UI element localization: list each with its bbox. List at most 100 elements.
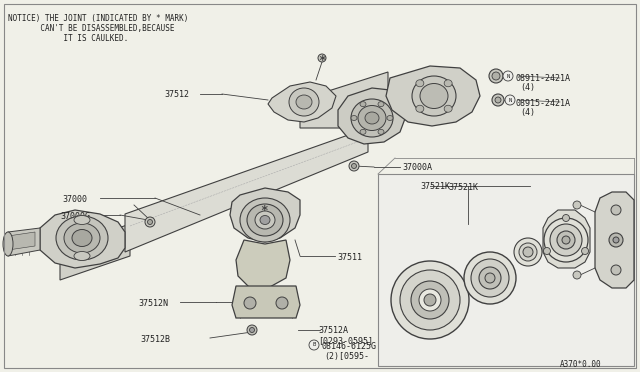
Ellipse shape	[360, 129, 366, 134]
Text: N: N	[508, 97, 511, 103]
Ellipse shape	[244, 297, 256, 309]
Ellipse shape	[495, 97, 501, 103]
Ellipse shape	[360, 102, 366, 107]
Ellipse shape	[505, 95, 515, 105]
Ellipse shape	[289, 88, 319, 116]
Polygon shape	[125, 128, 368, 252]
Text: N: N	[506, 74, 509, 78]
Ellipse shape	[471, 259, 509, 297]
Text: *: *	[260, 203, 268, 217]
Text: 37521K: 37521K	[448, 183, 478, 192]
Ellipse shape	[444, 105, 452, 112]
Text: 08911-2421A: 08911-2421A	[516, 74, 571, 83]
Text: (4): (4)	[520, 108, 535, 117]
Polygon shape	[386, 66, 480, 126]
Polygon shape	[8, 228, 40, 256]
Polygon shape	[60, 224, 130, 280]
Ellipse shape	[582, 247, 589, 254]
Ellipse shape	[611, 265, 621, 275]
Polygon shape	[232, 286, 300, 318]
Ellipse shape	[351, 115, 357, 121]
Polygon shape	[338, 88, 406, 144]
Polygon shape	[300, 72, 388, 128]
Ellipse shape	[247, 204, 283, 236]
Text: 37000: 37000	[62, 195, 87, 204]
Bar	[378, 174, 634, 366]
Text: B: B	[312, 343, 316, 347]
Ellipse shape	[296, 95, 312, 109]
Text: A370*0.00: A370*0.00	[560, 360, 602, 369]
Ellipse shape	[400, 270, 460, 330]
Ellipse shape	[255, 211, 275, 229]
Polygon shape	[268, 82, 336, 122]
Ellipse shape	[485, 273, 495, 283]
Ellipse shape	[523, 247, 533, 257]
Ellipse shape	[424, 294, 436, 306]
Ellipse shape	[411, 281, 449, 319]
Ellipse shape	[544, 218, 588, 262]
Ellipse shape	[514, 238, 542, 266]
Ellipse shape	[609, 233, 623, 247]
Ellipse shape	[611, 205, 621, 215]
Ellipse shape	[378, 102, 384, 107]
Ellipse shape	[419, 289, 441, 311]
Ellipse shape	[358, 106, 386, 131]
Ellipse shape	[351, 164, 356, 169]
Ellipse shape	[391, 261, 469, 339]
Polygon shape	[595, 192, 634, 288]
Text: 37512N: 37512N	[138, 299, 168, 308]
Ellipse shape	[318, 54, 326, 62]
Ellipse shape	[147, 219, 152, 224]
Ellipse shape	[74, 251, 90, 260]
Ellipse shape	[416, 80, 424, 87]
Ellipse shape	[464, 252, 516, 304]
Ellipse shape	[250, 327, 255, 333]
Ellipse shape	[503, 71, 513, 81]
Text: 37512A: 37512A	[318, 326, 348, 335]
Text: 37512B: 37512B	[140, 335, 170, 344]
Text: 37000G: 37000G	[60, 212, 90, 221]
Ellipse shape	[56, 216, 108, 260]
Text: 08146-6125G: 08146-6125G	[322, 342, 377, 351]
Text: [0293-0595]: [0293-0595]	[318, 336, 373, 345]
Ellipse shape	[64, 223, 100, 253]
Ellipse shape	[240, 198, 290, 242]
Text: CAN'T BE DISASSEMBLED,BECAUSE: CAN'T BE DISASSEMBLED,BECAUSE	[8, 24, 175, 33]
Polygon shape	[8, 232, 35, 250]
Ellipse shape	[260, 215, 270, 224]
Ellipse shape	[247, 325, 257, 335]
Text: IT IS CAULKED.: IT IS CAULKED.	[8, 34, 128, 43]
Ellipse shape	[489, 69, 503, 83]
Ellipse shape	[387, 115, 393, 121]
Polygon shape	[543, 210, 590, 268]
Ellipse shape	[416, 105, 424, 112]
Polygon shape	[230, 188, 300, 242]
Ellipse shape	[479, 267, 501, 289]
Ellipse shape	[519, 243, 537, 261]
Ellipse shape	[573, 201, 581, 209]
Ellipse shape	[74, 215, 90, 224]
Ellipse shape	[351, 99, 393, 137]
Ellipse shape	[349, 161, 359, 171]
Ellipse shape	[543, 247, 550, 254]
Ellipse shape	[3, 232, 13, 256]
Text: NOTICE) THE JOINT (INDICATED BY * MARK): NOTICE) THE JOINT (INDICATED BY * MARK)	[8, 14, 188, 23]
Ellipse shape	[550, 224, 582, 256]
Ellipse shape	[573, 271, 581, 279]
Text: (4): (4)	[520, 83, 535, 92]
Ellipse shape	[145, 217, 155, 227]
Polygon shape	[40, 210, 125, 268]
Text: 08915-2421A: 08915-2421A	[516, 99, 571, 108]
Ellipse shape	[420, 83, 448, 109]
Ellipse shape	[378, 129, 384, 134]
Ellipse shape	[276, 297, 288, 309]
Text: (2)[0595-: (2)[0595-	[324, 352, 369, 361]
Ellipse shape	[365, 112, 379, 124]
Ellipse shape	[492, 94, 504, 106]
Text: 37521K: 37521K	[420, 182, 450, 191]
Ellipse shape	[557, 231, 575, 249]
Ellipse shape	[309, 340, 319, 350]
Ellipse shape	[412, 76, 456, 116]
Ellipse shape	[562, 236, 570, 244]
Ellipse shape	[444, 80, 452, 87]
